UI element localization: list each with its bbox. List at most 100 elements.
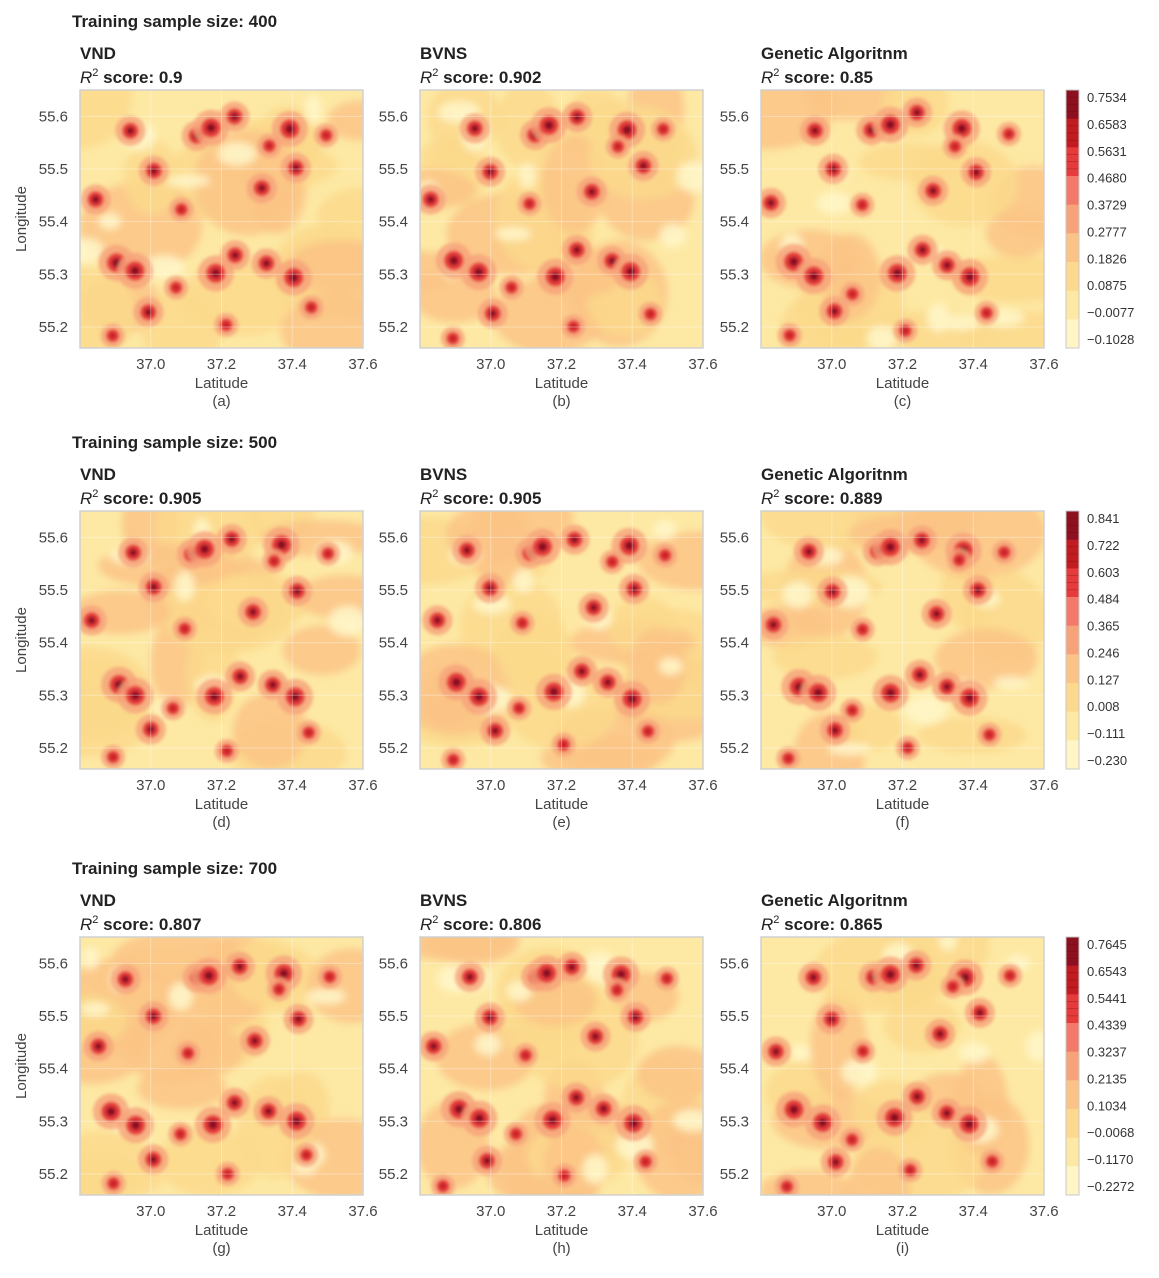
colorbar-band [1066,1051,1079,1081]
colorbar-frame [1065,510,1080,770]
y-tick-label: 55.3 [379,1113,408,1130]
hotspot-core [817,1117,828,1128]
heatmap-blob [282,625,361,676]
hotspot-core [588,187,596,196]
x-axis-label: Latitude [195,375,248,392]
hotspot-core [454,1104,464,1114]
heatmap-low-patch [659,223,686,248]
y-tick-label: 55.6 [379,108,408,125]
hotspot-core [809,271,819,281]
hotspot-core [426,195,435,204]
hotspot-core [466,973,474,981]
colorbar-band [1066,597,1079,627]
colorbar-tick-label: −0.2272 [1087,1179,1134,1194]
x-tick-label: 37.6 [348,777,377,794]
colorbar-band [1066,683,1079,713]
hotspot-core [809,973,818,982]
y-tick-label: 55.4 [39,1061,68,1078]
colorbar-tick-label: 0.1826 [1087,251,1127,266]
hotspot-core [932,610,941,618]
colorbar-band [1066,319,1079,349]
hotspot-core [223,322,230,328]
panel-caption: (e) [552,814,570,831]
colorbar-tick-label: −0.1028 [1087,332,1134,347]
heatmap-blob [136,1066,227,1110]
hotspot-core [450,756,457,763]
panel-method-title: VND [80,465,116,484]
hotspot-core [1007,972,1013,979]
hotspot-core [144,308,153,316]
heatmap [80,937,363,1195]
plot-frame [419,936,704,1196]
x-axis-label: Latitude [195,796,248,813]
panel-caption: (i) [896,1240,909,1257]
panel-i: Genetic Algoritnm R2 score: 0.865 37.0 37.2… [720,891,1059,1257]
hotspot-core [630,585,638,593]
y-tick-label: 55.3 [39,1113,68,1130]
y-tick-label: 55.3 [379,687,408,704]
plot-frame [79,89,364,349]
hotspot-core [885,688,896,698]
hotspot-core [972,168,980,177]
hotspot-core [805,547,813,556]
x-tick-label: 37.2 [207,356,236,373]
y-tick-label: 55.6 [720,108,749,125]
panel-caption: (a) [212,393,230,410]
heatmap-low-patch [144,255,185,280]
heatmap-low-patch [168,982,193,1011]
y-tick-label: 55.6 [720,529,749,546]
hotspot-core [236,672,244,681]
hotspot-core [647,311,654,317]
hotspots [80,524,340,769]
hotspot-core [170,705,176,712]
hotspot-core [262,259,271,268]
y-tick-label: 55.2 [39,740,68,757]
y-tick-label: 55.6 [379,955,408,972]
y-tick-label: 55.2 [720,319,749,336]
colorbar-band [1066,711,1079,741]
hotspot-core [544,120,554,130]
hotspot-core [130,1120,141,1130]
hotspot-core [772,1047,780,1056]
heatmap-low-patch [1025,1030,1044,1063]
colorbar-tick-label: 0.484 [1087,592,1120,607]
hotspot-core [250,1036,259,1045]
hotspot-core [519,620,526,626]
x-tick-label: 37.2 [888,1203,917,1220]
hotspot-core [471,124,479,133]
hotspot-core [964,693,975,703]
x-axis-label: Latitude [535,375,588,392]
heatmap-low-patch [959,1042,990,1064]
colorbar-tick-label: 0.127 [1087,672,1120,687]
hotspot-core [121,975,130,984]
hotspot-core [326,973,333,980]
hotspot-core [642,1158,649,1165]
x-tick-label: 37.0 [136,1203,165,1220]
x-axis-label: Latitude [195,1222,248,1239]
heatmap-low-patch [676,161,703,193]
heatmap-blob [80,267,137,348]
hotspots [83,951,342,1195]
x-tick-label: 37.2 [888,777,917,794]
y-tick-label: 55.4 [379,1061,408,1078]
hotspot-core [960,972,970,983]
hotspot-core [589,603,598,612]
hotspot-core [860,1048,866,1055]
hotspot-core [268,680,277,689]
hotspot-core [989,1158,996,1165]
colorbar-tick-label: −0.0068 [1087,1125,1134,1140]
hotspot-core [149,1155,158,1164]
heatmap-low-patch [217,142,257,166]
hotspot-core [429,1042,438,1051]
hotspot-core [235,962,244,971]
hotspot-core [149,166,158,175]
hotspot-core [952,143,958,150]
hotspot-core [827,1015,836,1023]
hotspot-core [449,335,456,342]
panel-method-title: Genetic Algoritnm [761,465,908,484]
plot-frame [419,89,704,349]
plot-frame [760,510,1045,770]
panel-score-title: R2 score: 0.889 [761,488,882,508]
hotspot-core [149,1012,158,1021]
hotspot-core [488,309,497,318]
